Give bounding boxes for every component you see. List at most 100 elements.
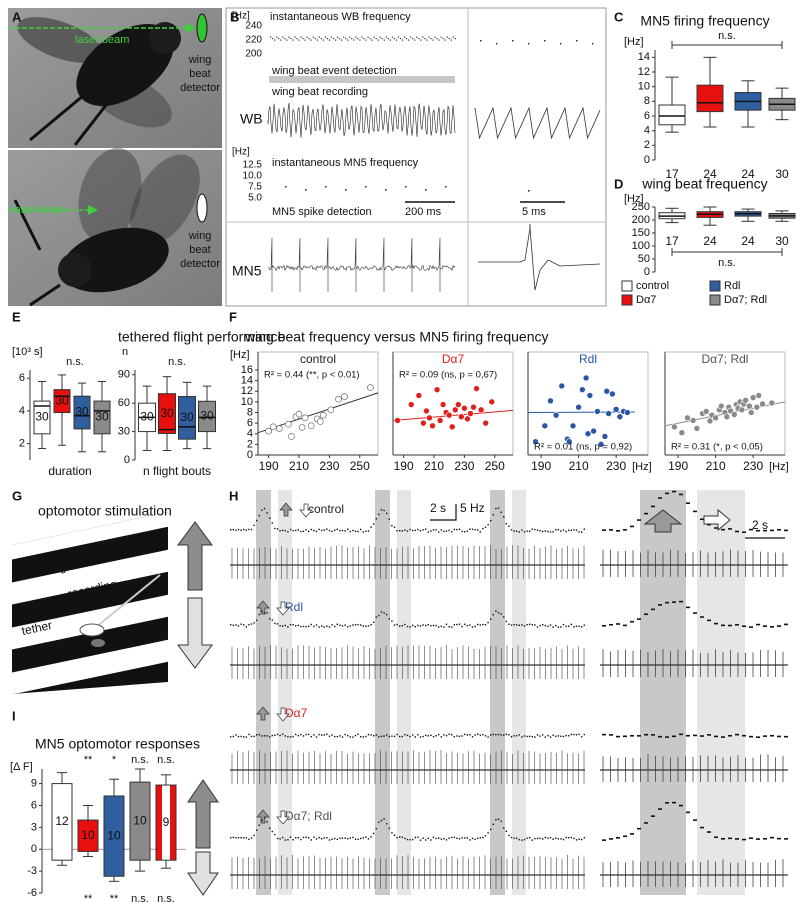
trace-dot	[557, 626, 559, 628]
point	[455, 401, 462, 408]
trace-dot	[570, 623, 572, 626]
trace-dot	[427, 624, 429, 626]
trace-dot	[529, 623, 531, 625]
trace-dot	[256, 619, 258, 622]
trace-dot	[497, 818, 500, 820]
trace-dot	[263, 612, 266, 614]
trace-dot	[503, 827, 505, 829]
y-tick-label: 14	[241, 375, 253, 387]
trace-dot	[349, 625, 351, 627]
trace-dash	[672, 490, 676, 493]
trace-dot	[237, 625, 240, 627]
trace-dot	[284, 735, 286, 737]
trace-dot	[399, 735, 401, 738]
trace-dot	[378, 614, 380, 617]
trace-dot	[331, 530, 333, 533]
trace-dot	[445, 530, 448, 532]
point	[755, 392, 763, 399]
point	[445, 411, 453, 419]
trace-dot	[581, 531, 583, 533]
trace-dash	[721, 528, 725, 531]
trace-dot	[391, 36, 393, 38]
trace-dot	[443, 734, 445, 736]
trace-dot	[557, 838, 559, 840]
trace-dot	[248, 733, 250, 736]
trace-dash	[693, 819, 697, 821]
trace-dot	[513, 837, 515, 839]
trace-dot	[284, 529, 286, 532]
trace-dot	[536, 529, 539, 531]
trace-dot	[373, 621, 375, 624]
arrow	[88, 205, 98, 215]
trace-dot	[341, 837, 344, 839]
trace-dot	[325, 186, 327, 188]
trace-dot	[570, 836, 572, 839]
trace-dash	[756, 838, 760, 840]
detector	[196, 193, 208, 223]
trace-dot	[289, 624, 292, 626]
trace-dot	[474, 625, 476, 628]
trace-dot	[471, 837, 474, 840]
trace-dot	[435, 624, 437, 627]
arrow-down	[276, 601, 290, 616]
trace-dot	[377, 39, 379, 41]
point	[712, 414, 719, 422]
trace-dot	[469, 734, 471, 736]
trace-dot	[458, 838, 461, 840]
trace-dot	[353, 39, 355, 41]
trace-dot	[508, 834, 510, 837]
trace-dot	[406, 38, 408, 40]
trace-dot	[547, 734, 549, 737]
trace-dot	[388, 827, 390, 830]
panel-frame	[225, 7, 607, 307]
trace-dash	[644, 733, 648, 736]
trace-dot	[581, 838, 583, 841]
trace-dot	[477, 529, 479, 531]
trace-dot	[347, 837, 349, 840]
trace-dot	[316, 39, 318, 41]
box	[129, 781, 151, 861]
trace-dot	[518, 624, 520, 627]
trace-dot	[565, 530, 567, 533]
trace-dot	[500, 511, 502, 513]
trace-dot	[243, 528, 245, 531]
panel-label: I	[12, 708, 16, 723]
trace-dot	[466, 624, 468, 627]
trace-dot	[544, 624, 546, 627]
trace-dash	[742, 838, 746, 841]
y-tick-label: 16	[241, 364, 253, 376]
trace-dot	[430, 624, 432, 627]
trace-dot	[243, 624, 245, 626]
trace-dot	[276, 528, 279, 530]
trace-dot	[396, 837, 398, 839]
trace-dot	[430, 839, 432, 841]
point	[335, 395, 342, 403]
point	[477, 406, 485, 414]
significance: **	[84, 893, 93, 905]
trace-dot	[578, 531, 580, 533]
trace-dot	[232, 528, 234, 531]
trace-dot	[442, 38, 444, 40]
trace-dot	[412, 529, 414, 532]
trace-dot	[409, 626, 411, 628]
trace-dot	[503, 616, 505, 618]
trace-dot	[555, 735, 557, 738]
trace-dot	[279, 734, 281, 737]
trace-dot	[440, 838, 442, 840]
y-tick-label: 0	[124, 454, 130, 466]
electrode	[94, 574, 161, 629]
trace-dot	[401, 735, 403, 738]
trace-dash	[742, 734, 746, 737]
trace-dot	[266, 821, 268, 823]
trace-dot	[446, 36, 448, 38]
moving-screen	[12, 512, 168, 694]
trace-dot	[306, 36, 308, 38]
legend-swatch	[709, 294, 721, 306]
trace-dot	[321, 529, 323, 532]
trace-dot	[369, 38, 371, 40]
trace-dot	[302, 836, 305, 839]
trace-dot	[232, 836, 234, 839]
tick-label: 12.5	[243, 160, 263, 171]
trace-dot	[479, 624, 481, 626]
trace-dot	[408, 39, 410, 41]
